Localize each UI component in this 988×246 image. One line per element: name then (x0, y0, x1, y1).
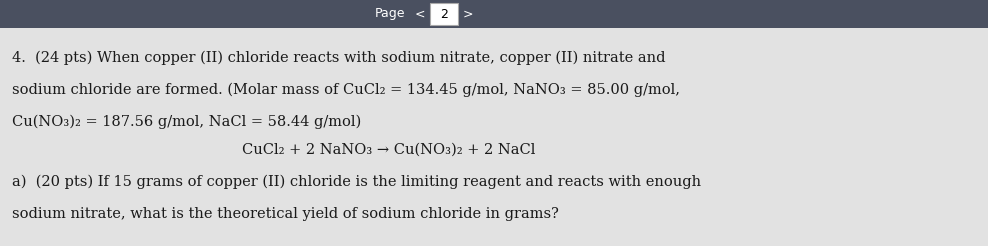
Bar (430, 3, 458, 25)
Text: Page: Page (374, 7, 405, 20)
Text: sodium nitrate, what is the theoretical yield of sodium chloride in grams?: sodium nitrate, what is the theoretical … (12, 207, 559, 221)
Text: 2: 2 (440, 7, 448, 20)
Bar (0, 28, 988, 246)
Text: >: > (462, 7, 473, 20)
Bar (0, 0, 988, 28)
Text: 4.  (24 pts) When copper (II) chloride reacts with sodium nitrate, copper (II) n: 4. (24 pts) When copper (II) chloride re… (12, 51, 666, 65)
Text: a)  (20 pts) If 15 grams of copper (II) chloride is the limiting reagent and rea: a) (20 pts) If 15 grams of copper (II) c… (12, 175, 701, 189)
Text: CuCl₂ + 2 NaNO₃ → Cu(NO₃)₂ + 2 NaCl: CuCl₂ + 2 NaNO₃ → Cu(NO₃)₂ + 2 NaCl (242, 143, 535, 157)
Text: <: < (415, 7, 425, 20)
Text: Cu(NO₃)₂ = 187.56 g/mol, NaCl = 58.44 g/mol): Cu(NO₃)₂ = 187.56 g/mol, NaCl = 58.44 g/… (12, 115, 362, 129)
Text: sodium chloride are formed. (Molar mass of CuCl₂ = 134.45 g/mol, NaNO₃ = 85.00 g: sodium chloride are formed. (Molar mass … (12, 83, 680, 97)
Bar (0, 28, 988, 246)
